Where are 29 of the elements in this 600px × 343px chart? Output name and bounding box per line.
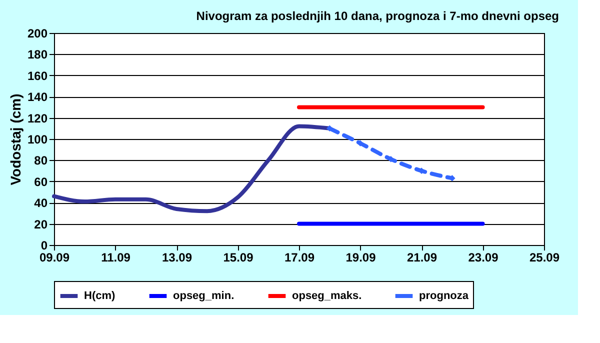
y-tick-label: 180 xyxy=(27,48,48,62)
y-tick-label: 60 xyxy=(34,174,48,189)
legend-label: opseg_maks. xyxy=(292,290,362,302)
x-tick-label: 17.09 xyxy=(284,250,315,264)
chart-title: Nivogram za poslednjih 10 dana, prognoza i 7-mo dnevni opseg xyxy=(196,9,560,23)
x-tick-label: 23.09 xyxy=(468,250,499,264)
x-tick-label: 09.09 xyxy=(39,250,70,264)
y-tick-label: 200 xyxy=(27,26,48,40)
point xyxy=(388,156,394,162)
y-tick-label: 20 xyxy=(34,217,48,232)
x-tick-label: 19.09 xyxy=(346,250,376,264)
point xyxy=(326,125,333,132)
point xyxy=(357,140,364,146)
x-tick-label: 25.09 xyxy=(529,250,560,264)
x-tick-label: 11.09 xyxy=(101,250,131,264)
y-tick-label: 100 xyxy=(27,132,48,146)
y-axis-title: Vodostaj (cm) xyxy=(7,94,24,186)
y-tick-label: 80 xyxy=(34,154,48,168)
y-tick-label: 0 xyxy=(40,238,48,252)
y-tick-label: 160 xyxy=(27,68,48,83)
y-tick-label: 120 xyxy=(27,111,48,126)
x-tick-label: 15.09 xyxy=(223,250,254,264)
legend-label: prognoza xyxy=(419,290,470,302)
legend-label: opseg_min. xyxy=(173,290,234,302)
x-tick-label: 21.09 xyxy=(406,250,438,264)
x-tick-label: 13.09 xyxy=(162,250,192,264)
y-tick-label: 40 xyxy=(34,196,48,210)
y-tick-label: 140 xyxy=(27,90,48,104)
legend-label: H(cm) xyxy=(84,290,116,302)
